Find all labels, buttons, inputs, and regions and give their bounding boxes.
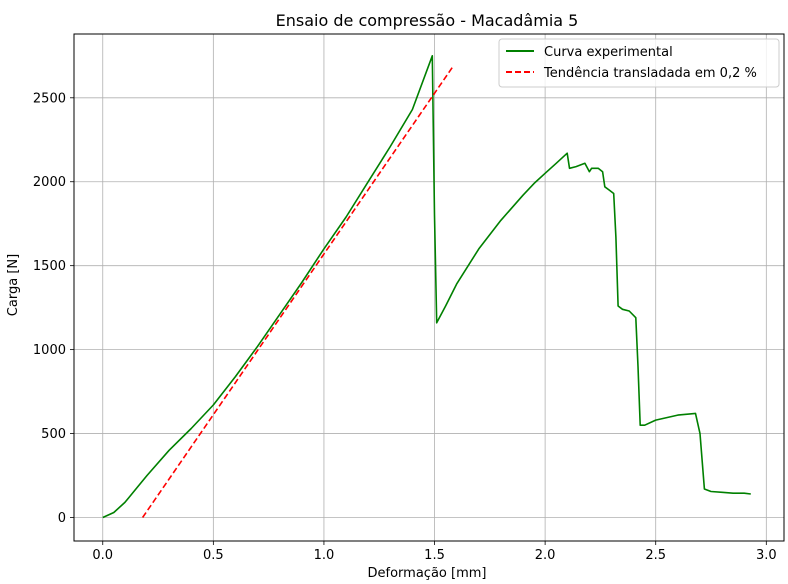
legend-label-experimental: Curva experimental (544, 45, 673, 60)
x-tick-label: 1.0 (314, 548, 335, 563)
legend: Curva experimental Tendência transladada… (498, 38, 780, 88)
x-tick-label: 1.5 (424, 548, 445, 563)
plot-frame (73, 33, 785, 542)
grid (74, 34, 784, 541)
y-tick-label: 1000 (33, 343, 66, 358)
y-axis: 0 500 1000 1500 2000 2500 (33, 91, 74, 526)
x-tick-label: 2.5 (645, 548, 666, 563)
y-tick-label: 2000 (33, 175, 66, 190)
y-tick-label: 0 (58, 511, 66, 526)
y-tick-label: 2500 (33, 91, 66, 106)
y-axis-title: Carga [N] (6, 254, 21, 316)
legend-box (498, 38, 780, 88)
x-tick-label: 2.0 (535, 548, 556, 563)
series-line-trend (141, 67, 453, 518)
legend-label-trend: Tendência transladada em 0,2 % (543, 66, 757, 81)
chart-title: Ensaio de compressão - Macadâmia 5 (276, 11, 579, 30)
x-tick-label: 3.0 (756, 548, 777, 563)
x-axis: 0.0 0.5 1.0 1.5 2.0 2.5 3.0 (92, 541, 777, 563)
x-axis-title: Deformação [mm] (368, 566, 487, 581)
x-tick-label: 0.0 (92, 548, 113, 563)
y-tick-label: 500 (41, 427, 66, 442)
series-layer (102, 54, 751, 519)
series-line-experimental (102, 54, 751, 519)
x-tick-label: 0.5 (203, 548, 224, 563)
y-tick-label: 1500 (33, 259, 66, 274)
